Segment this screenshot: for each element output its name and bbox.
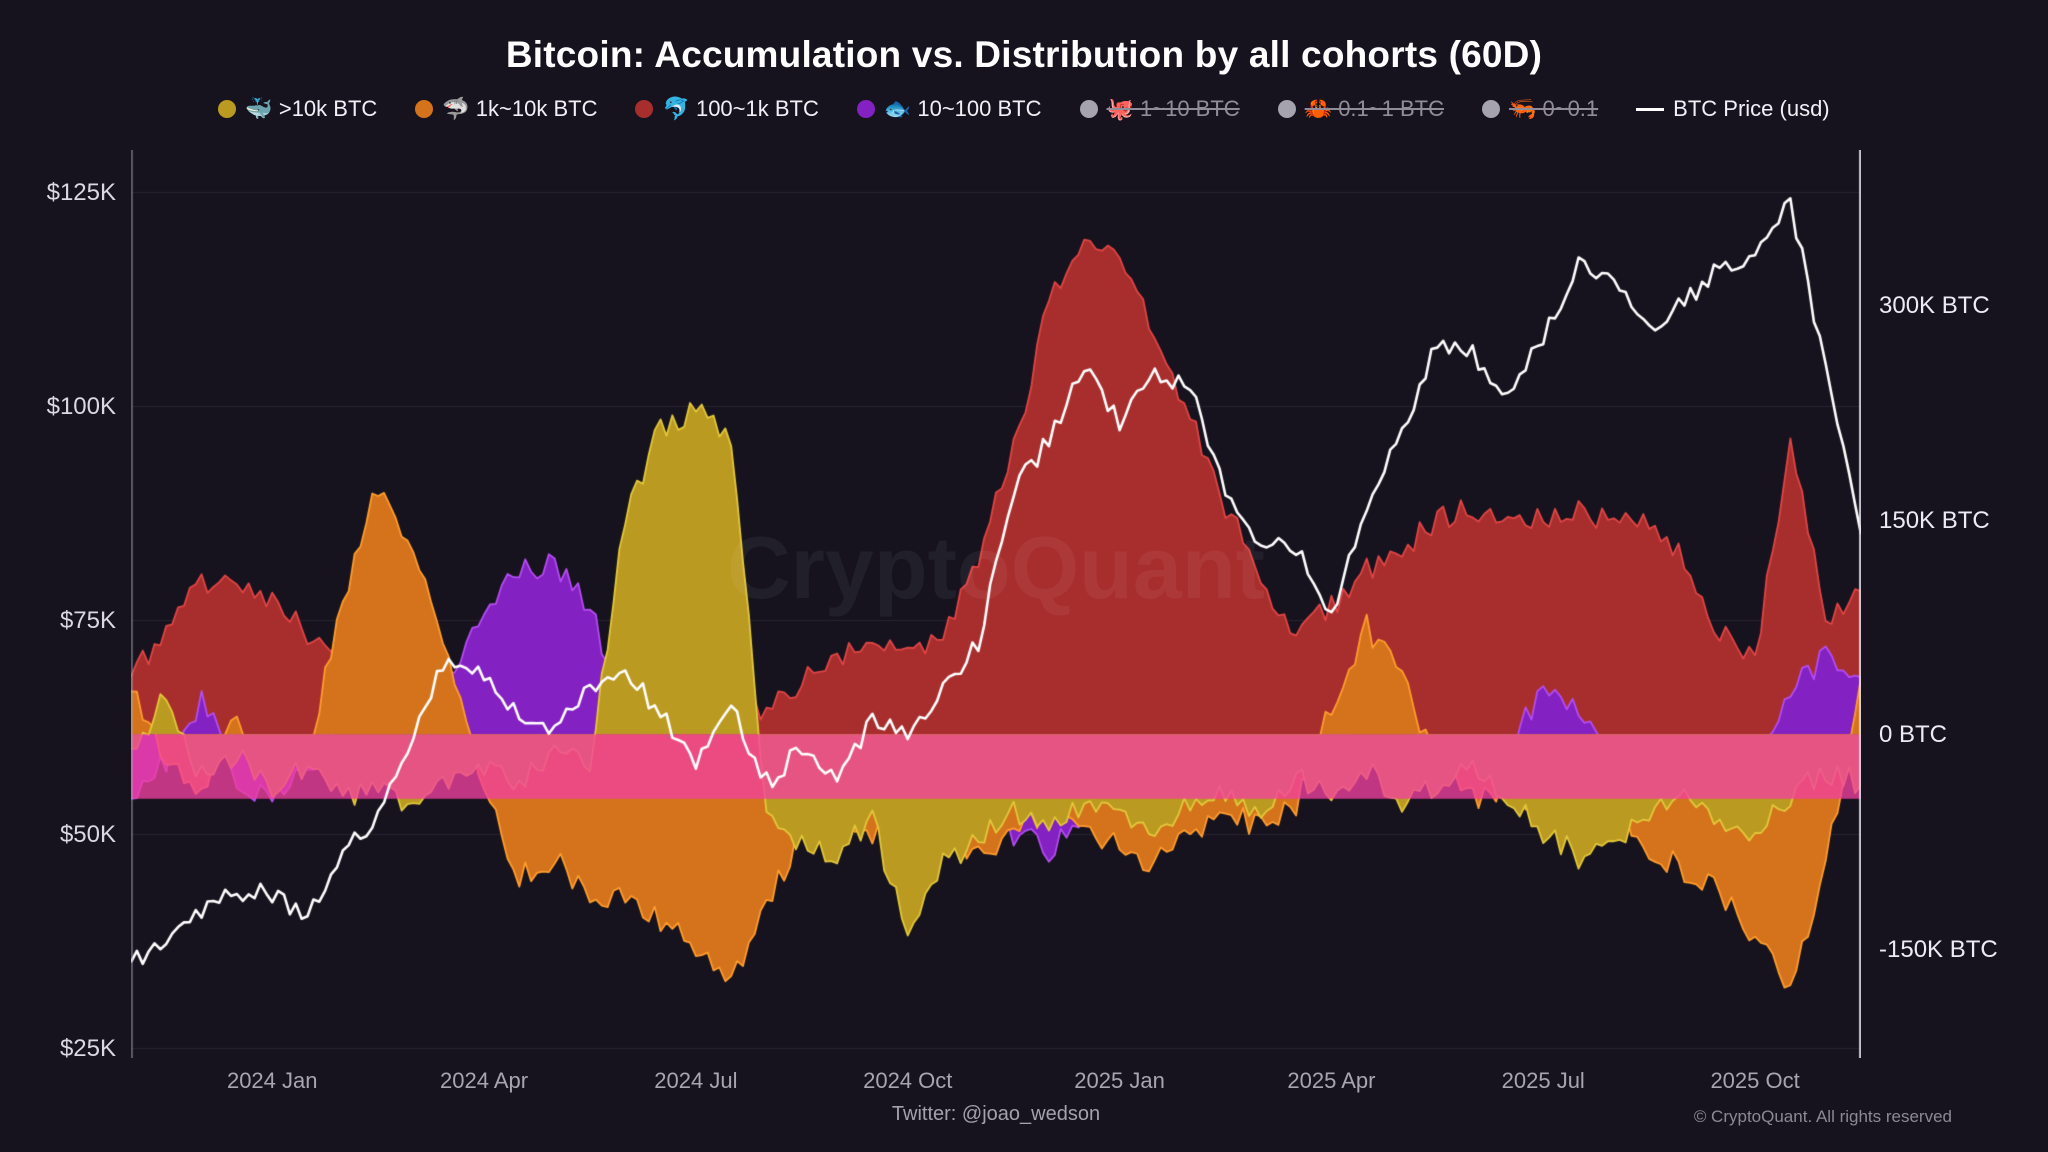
cohort-dot-icon (1277, 100, 1296, 118)
y-axis-tick-right: 300K BTC (1879, 291, 1990, 319)
x-axis-tick: 2024 Jan (226, 1068, 318, 1093)
x-axis-tick: 2025 Jul (1501, 1068, 1585, 1093)
chart-title: Bitcoin: Accumulation vs. Distribution b… (505, 34, 1543, 75)
legend-label: 🐟 10~100 BTC (883, 96, 1042, 121)
y-axis-tick-right: 150K BTC (1879, 506, 1990, 534)
y-axis-left: $25K $50K $75K $100K $125K (0, 150, 116, 1062)
cohort-dot-icon (1079, 100, 1098, 118)
cohort-dot-icon (415, 100, 434, 118)
legend-item-2[interactable]: 🐬 100~1k BTC (635, 96, 819, 122)
y-axis-tick-left: $125K (46, 178, 116, 206)
cohort-dot-icon (218, 100, 237, 118)
legend-label: 🦀 0.1~1 BTC (1304, 96, 1444, 121)
y-axis-right: -150K BTC 0 BTC 150K BTC 300K BTC (1879, 150, 2039, 1058)
y-axis-tick-left: $25K (59, 1034, 116, 1062)
x-axis-tick: 2024 Jul (654, 1068, 738, 1093)
legend: 🐳 >10k BTC 🦈 1k~10k BTC 🐬 100~1k BTC 🐟 10~1… (0, 96, 2048, 122)
twitter-handle: Twitter: @joao_wedson (891, 1103, 1101, 1125)
x-axis-tick: 2025 Jan (1074, 1068, 1165, 1093)
legend-item-4[interactable]: 🐙 1~10 BTC (1079, 96, 1240, 122)
legend-label: 🐬 100~1k BTC (662, 96, 819, 121)
x-axis-tick: 2025 Oct (1710, 1068, 1800, 1093)
y-axis-tick-right: -150K BTC (1879, 936, 1998, 964)
legend-label: 🐳 >10k BTC (245, 96, 378, 121)
legend-label: 🐙 1~10 BTC (1106, 96, 1240, 121)
price-line-icon (1636, 107, 1665, 111)
legend-label: 🦈 1k~10k BTC (442, 96, 598, 121)
x-axis-tick: 2024 Apr (440, 1068, 529, 1093)
legend-item-6[interactable]: 🦐 0~0.1 (1481, 96, 1599, 122)
legend-item-7[interactable]: BTC Price (usd) (1636, 96, 1830, 122)
chart-canvas[interactable] (131, 150, 1861, 1058)
legend-label: BTC Price (usd) (1673, 96, 1830, 121)
y-axis-tick-left: $100K (46, 392, 116, 420)
x-axis-tick: 2025 Apr (1287, 1068, 1376, 1093)
y-axis-tick-right: 0 BTC (1879, 721, 1948, 749)
cohort-dot-icon (635, 100, 654, 118)
legend-item-3[interactable]: 🐟 10~100 BTC (856, 96, 1042, 122)
y-axis-tick-left: $50K (59, 820, 116, 848)
y-axis-tick-left: $75K (59, 606, 116, 634)
plot-area: CryptoQuant $25K$50K$75K$100K$125K -150K… (47, 150, 1998, 1093)
cohort-dot-icon (1481, 100, 1500, 118)
x-axis: 2024 Jan 2024 Apr 2024 Jul 2024 Oct 2025 Jan… (131, 1068, 1861, 1102)
cohort-dot-icon (856, 100, 875, 118)
legend-label: 🦐 0~0.1 (1508, 96, 1599, 121)
x-axis-tick: 2024 Oct (863, 1068, 953, 1093)
copyright: © CryptoQuant. All rights reserved (1693, 1107, 1952, 1126)
legend-item-1[interactable]: 🦈 1k~10k BTC (415, 96, 597, 122)
legend-item-5[interactable]: 🦀 0.1~1 BTC (1277, 96, 1444, 122)
legend-item-0[interactable]: 🐳 >10k BTC (218, 96, 377, 122)
